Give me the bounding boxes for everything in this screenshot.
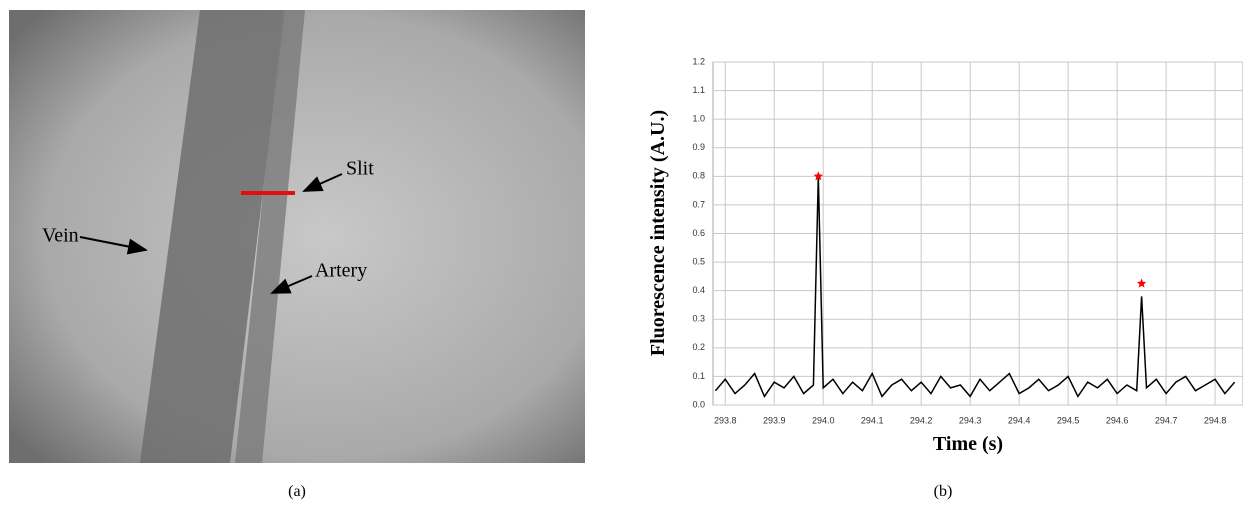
- x-tick-label: 293.9: [763, 415, 786, 425]
- x-tick-label: 294.7: [1155, 415, 1178, 425]
- x-tick-label: 294.5: [1057, 415, 1080, 425]
- image-panel: Vein Slit Artery (a): [9, 10, 585, 500]
- y-tick-label: 1.1: [692, 85, 705, 95]
- y-tick-label: 0.4: [692, 285, 705, 295]
- chart: (b) Time (s) Fluorescence intensity (A.U…: [647, 56, 1243, 500]
- x-tick-label: 294.1: [861, 415, 884, 425]
- caption: (b): [934, 483, 953, 500]
- caption: (a): [288, 483, 306, 500]
- y-axis-label: Fluorescence intensity (A.U.): [647, 110, 669, 356]
- y-tick-label: 0.1: [692, 371, 705, 381]
- y-tick-label: 0.2: [692, 342, 705, 352]
- x-tick-label: 294.3: [959, 415, 982, 425]
- label: Artery: [315, 260, 367, 282]
- y-tick-label: 0.3: [692, 314, 705, 324]
- peak-marker: [1136, 278, 1147, 288]
- y-tick-label: 0.7: [692, 199, 705, 209]
- arrow: [79, 236, 148, 255]
- x-tick-label: 293.8: [714, 415, 737, 425]
- label: Slit: [346, 158, 374, 180]
- y-tick-label: 0.9: [692, 142, 705, 152]
- y-tick-label: 0.8: [692, 171, 705, 181]
- x-tick-label: 294.4: [1008, 415, 1031, 425]
- y-tick-label: 0.5: [692, 256, 705, 266]
- x-axis-label: Time (s): [933, 433, 1003, 455]
- peak-marker: [813, 171, 824, 181]
- y-tick-label: 0.6: [692, 228, 705, 238]
- label: Vein: [42, 225, 79, 247]
- arrow: [270, 275, 313, 294]
- x-tick-label: 294.0: [812, 415, 835, 425]
- x-tick-label: 294.8: [1204, 415, 1227, 425]
- arrow: [302, 173, 343, 192]
- y-tick-label: 1.0: [692, 114, 705, 124]
- y-tick-label: 1.2: [692, 56, 705, 66]
- x-tick-label: 294.6: [1106, 415, 1129, 425]
- artery: [235, 10, 305, 463]
- vein: [140, 10, 285, 463]
- y-tick-label: 0.0: [692, 399, 705, 409]
- line: [714, 176, 1236, 398]
- x-tick-label: 294.2: [910, 415, 933, 425]
